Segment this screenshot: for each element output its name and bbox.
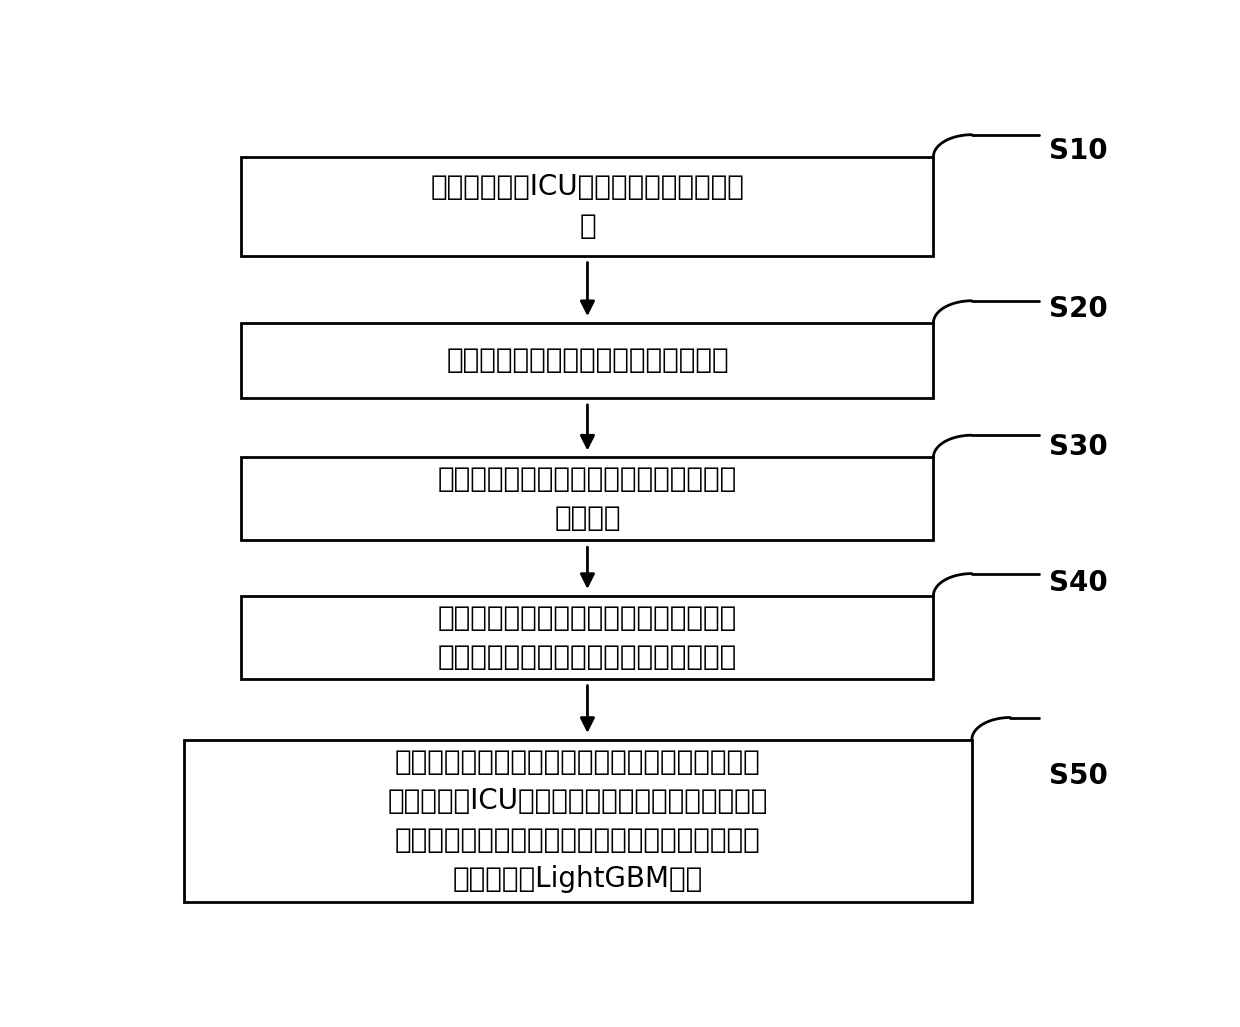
Text: 将形成的输入特征集输入已训练且测试好的集成模
型内以获得ICU死亡率预测结果，所述集成模型集
成了基于权重惩罚策略的逻辑回归算法和基于权重
惩罚策略的Light: 将形成的输入特征集输入已训练且测试好的集成模 型内以获得ICU死亡率预测结果，所…: [388, 749, 768, 893]
Text: S40: S40: [1049, 570, 1107, 598]
Text: S30: S30: [1049, 433, 1107, 461]
FancyBboxPatch shape: [242, 157, 934, 256]
Text: S10: S10: [1049, 137, 1107, 165]
Text: S20: S20: [1049, 295, 1107, 324]
Text: S50: S50: [1049, 762, 1107, 790]
Text: 从多维度获取ICU患者的多个原始数据特
征: 从多维度获取ICU患者的多个原始数据特 征: [430, 173, 744, 239]
Text: 在原始数据特征的基础上挖掘并提取新的
数据特征: 在原始数据特征的基础上挖掘并提取新的 数据特征: [438, 465, 737, 532]
Text: 基于集成模型内的算法对原始数据特征和
新的数据特征进行选择，形成输入特征集: 基于集成模型内的算法对原始数据特征和 新的数据特征进行选择，形成输入特征集: [438, 604, 737, 671]
FancyBboxPatch shape: [242, 322, 934, 398]
FancyBboxPatch shape: [242, 596, 934, 679]
FancyBboxPatch shape: [184, 739, 972, 902]
Text: 对获取的多个原始数据特征进行预处理: 对获取的多个原始数据特征进行预处理: [446, 346, 729, 375]
FancyBboxPatch shape: [242, 457, 934, 540]
